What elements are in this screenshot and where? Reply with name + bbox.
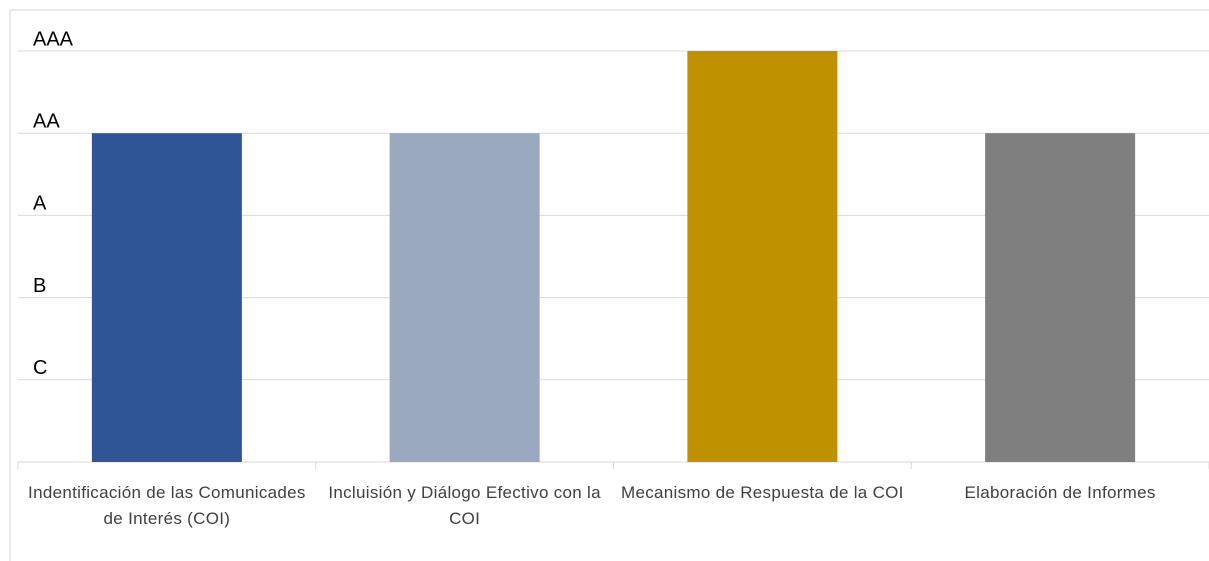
x-tick-label: Mecanismo de Respuesta de la COI [621, 483, 904, 502]
y-tick-label: A [33, 193, 47, 215]
bar [985, 133, 1136, 462]
bar [91, 133, 242, 462]
y-tick-label: B [33, 275, 46, 297]
y-tick-label: C [33, 357, 47, 379]
y-tick-label: AAA [33, 28, 74, 50]
x-tick-label: Incluisión y Diálogo Efectivo con la COI [328, 483, 601, 528]
x-tick-label: Indentificación de las Comunicades de In… [28, 483, 306, 528]
y-tick-label: AA [33, 110, 60, 132]
bar [389, 133, 540, 462]
x-tick-label: Elaboración de Informes [964, 483, 1156, 502]
bar [687, 51, 838, 462]
